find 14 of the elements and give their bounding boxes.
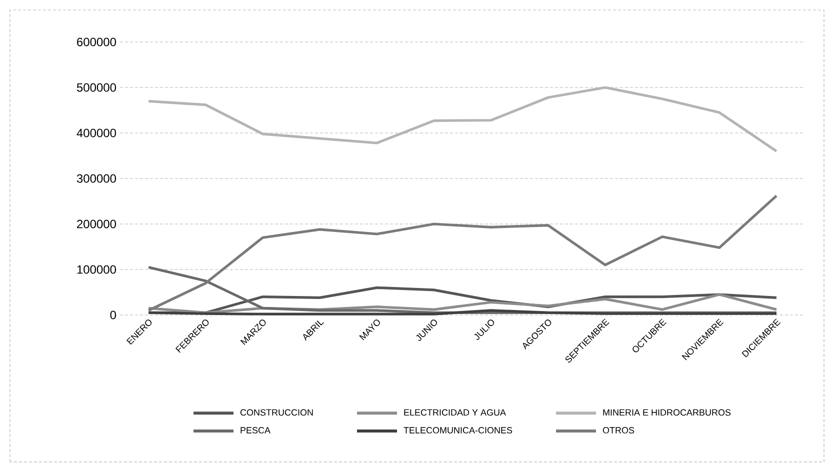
y-tick-label: 300000 [76, 174, 116, 183]
legend-label: MINERIA E HIDROCARBUROS [603, 409, 731, 416]
y-tick-label: 200000 [77, 220, 116, 228]
legend-label: CONSTRUCCION [240, 409, 313, 416]
y-tick-label: 0 [110, 310, 116, 320]
line-series [147, 194, 778, 312]
y-tick-label: 400000 [76, 128, 116, 138]
legend-label: PESCA [240, 427, 270, 434]
legend-label: ELECTRICIDAD Y AGUA [404, 409, 506, 416]
y-tick-label: 600000 [77, 38, 116, 46]
y-tick-label: 500000 [76, 83, 116, 92]
legend-label: OTROS [602, 427, 634, 434]
legend-label: TELECOMUNICA-CIONES [404, 427, 512, 434]
y-tick-label: 100000 [77, 265, 116, 274]
